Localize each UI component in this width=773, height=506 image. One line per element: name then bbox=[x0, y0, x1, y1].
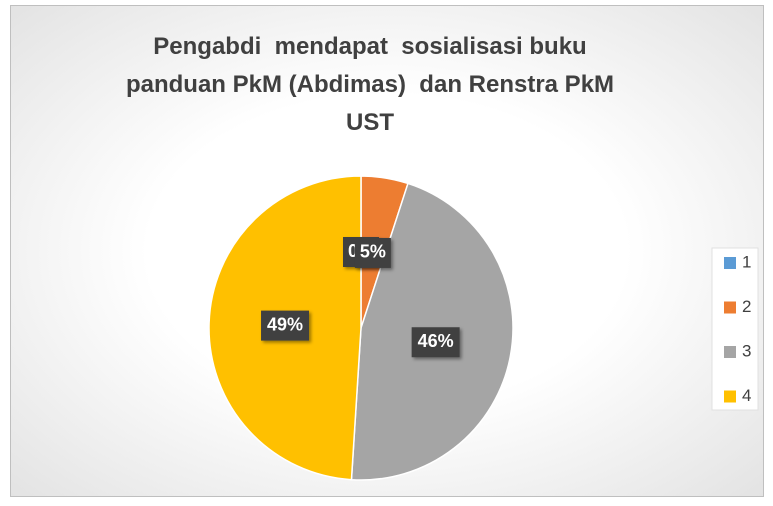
data-label-box bbox=[411, 327, 460, 358]
legend-label: 2 bbox=[742, 297, 751, 316]
chart-title: Pengabdi mendapat sosialisasi buku pandu… bbox=[125, 33, 621, 136]
legend-box bbox=[711, 247, 759, 411]
data-label-box bbox=[261, 310, 310, 341]
data-label-box bbox=[354, 237, 391, 268]
data-label-text: 46% bbox=[418, 331, 454, 351]
legend-label: 1 bbox=[742, 252, 751, 271]
legend-swatch bbox=[724, 257, 736, 269]
data-label-text: 5% bbox=[360, 242, 386, 262]
data-label: 46% bbox=[411, 327, 460, 358]
data-label-text: 49% bbox=[267, 314, 303, 334]
data-label: 49% bbox=[261, 310, 310, 341]
legend-label: 3 bbox=[742, 341, 751, 360]
legend-label: 4 bbox=[742, 386, 751, 405]
legend-swatch bbox=[724, 346, 736, 358]
legend-swatch bbox=[724, 390, 736, 403]
data-label: 5% bbox=[354, 237, 391, 268]
legend-swatch bbox=[724, 301, 736, 314]
